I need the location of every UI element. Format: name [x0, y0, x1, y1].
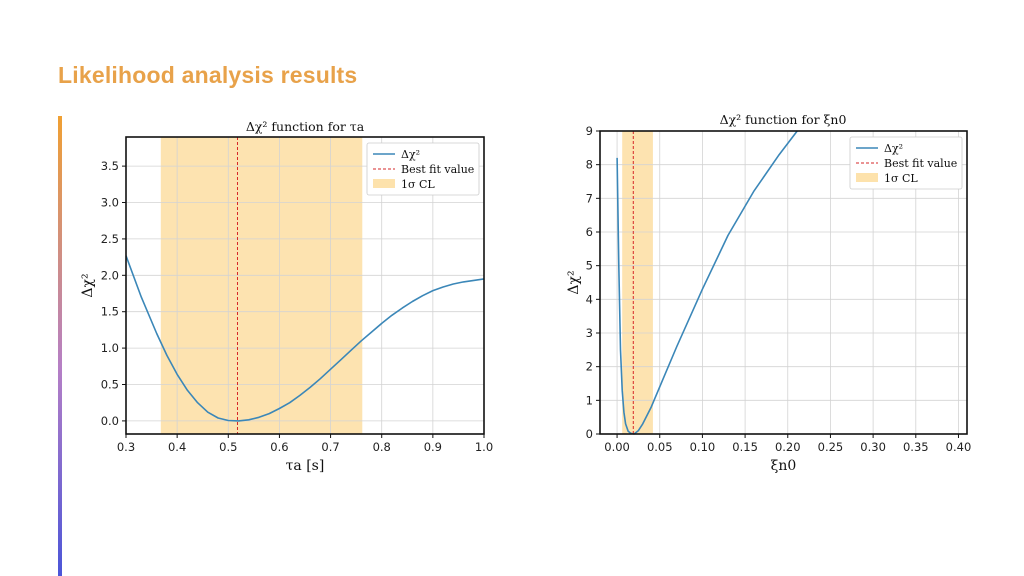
- c1-tick-label-y: 2.0: [101, 268, 119, 282]
- c1-tick-label-x: 0.9: [424, 440, 442, 454]
- c2-series-delta-chi2: [616, 130, 798, 435]
- c2-tick-label-x: 0.00: [604, 440, 630, 454]
- c2-tick-label-y: 4: [586, 292, 593, 306]
- c1-tick-label-y: 3.5: [101, 159, 119, 173]
- c2-tick-label-x: 0.30: [860, 440, 886, 454]
- c1-frame: [125, 136, 485, 435]
- c2-legend: Δχ² Best fit value 1σ CL: [849, 136, 963, 190]
- c1-legend-swatch-band: [373, 179, 395, 188]
- c2-plot: 0.00 0.05 0.10 0.15 0.20 0.25 0.30 0.35 0.40 0 1 2 3…: [566, 112, 971, 474]
- c2-tick-label-x: 0.35: [903, 440, 929, 454]
- c1-tick-label-y: 2.5: [101, 232, 119, 246]
- c1-tick-label-y: 1.5: [101, 305, 119, 319]
- c1-tick-label-y: 1.0: [101, 341, 119, 355]
- c1-tick-label-x: 1.0: [475, 440, 493, 454]
- c2-ylabel: Δχ²: [566, 270, 582, 294]
- c2-tick-label-x: 0.10: [690, 440, 716, 454]
- c2-legend-label-bestfit: Best fit value: [884, 157, 957, 170]
- c1-tick-label-x: 0.7: [321, 440, 339, 454]
- c1-tick-label-x: 0.5: [219, 440, 237, 454]
- c1-tick-label-x: 0.3: [117, 440, 135, 454]
- c2-tick-label-y: 2: [586, 360, 593, 374]
- c1-band-1sigma: [160, 137, 363, 434]
- c2-tick-label-y: 1: [586, 393, 593, 407]
- c1-tick-label-y: 3.0: [101, 196, 119, 210]
- c1-series-delta-chi2: [125, 255, 485, 422]
- c2-title: Δχ² function for ξn0: [720, 112, 847, 127]
- c2-tick-label-y: 3: [586, 326, 593, 340]
- c1-tick-label-x: 0.4: [168, 440, 186, 454]
- c1-legend-label-bestfit: Best fit value: [401, 163, 474, 176]
- c1-tick-label-x: 0.6: [270, 440, 288, 454]
- c1-tick-label-y: 0.0: [101, 414, 119, 428]
- c2-xlabel: ξn0: [771, 458, 797, 474]
- c2-tick-label-y: 5: [586, 259, 593, 273]
- c1-legend: Δχ² Best fit value 1σ CL: [366, 142, 480, 196]
- c2-tick-label-y: 0: [586, 427, 593, 441]
- c2-tick-label-y: 9: [586, 124, 593, 138]
- c2-tick-label-y: 6: [586, 225, 593, 239]
- c2-legend-swatch-band: [856, 173, 878, 182]
- c2-tick-label-x: 0.20: [775, 440, 801, 454]
- accent-bar: [58, 116, 62, 576]
- c1-tick-label-y: 0.5: [101, 378, 119, 392]
- c2-tick-label-x: 0.15: [732, 440, 758, 454]
- c2-frame: [599, 130, 968, 435]
- c2-legend-label-curve: Δχ²: [884, 142, 903, 155]
- c2-tick-label-y: 7: [586, 191, 593, 205]
- c1-tick-label-x: 0.8: [373, 440, 391, 454]
- c1-ylabel: Δχ²: [80, 273, 96, 297]
- c2-tick-label-x: 0.25: [818, 440, 844, 454]
- c1-title: Δχ² function for τa: [246, 119, 365, 134]
- c2-legend-label-band: 1σ CL: [884, 172, 918, 185]
- c1-xlabel: τa [s]: [286, 458, 325, 474]
- c2-tick-label-y: 8: [586, 158, 593, 172]
- c1-plot: 0.3 0.4 0.5 0.6 0.7 0.8 0.9 1.0 0.0 0.5 1.0 1.5 2.0 2…: [80, 119, 493, 474]
- c2-tick-label-x: 0.05: [647, 440, 673, 454]
- c1-legend-label-band: 1σ CL: [401, 178, 435, 191]
- c1-legend-label-curve: Δχ²: [401, 148, 420, 161]
- c2-band-1sigma: [622, 131, 653, 434]
- c2-tick-label-x: 0.40: [946, 440, 972, 454]
- slide-title: Likelihood analysis results: [58, 62, 358, 88]
